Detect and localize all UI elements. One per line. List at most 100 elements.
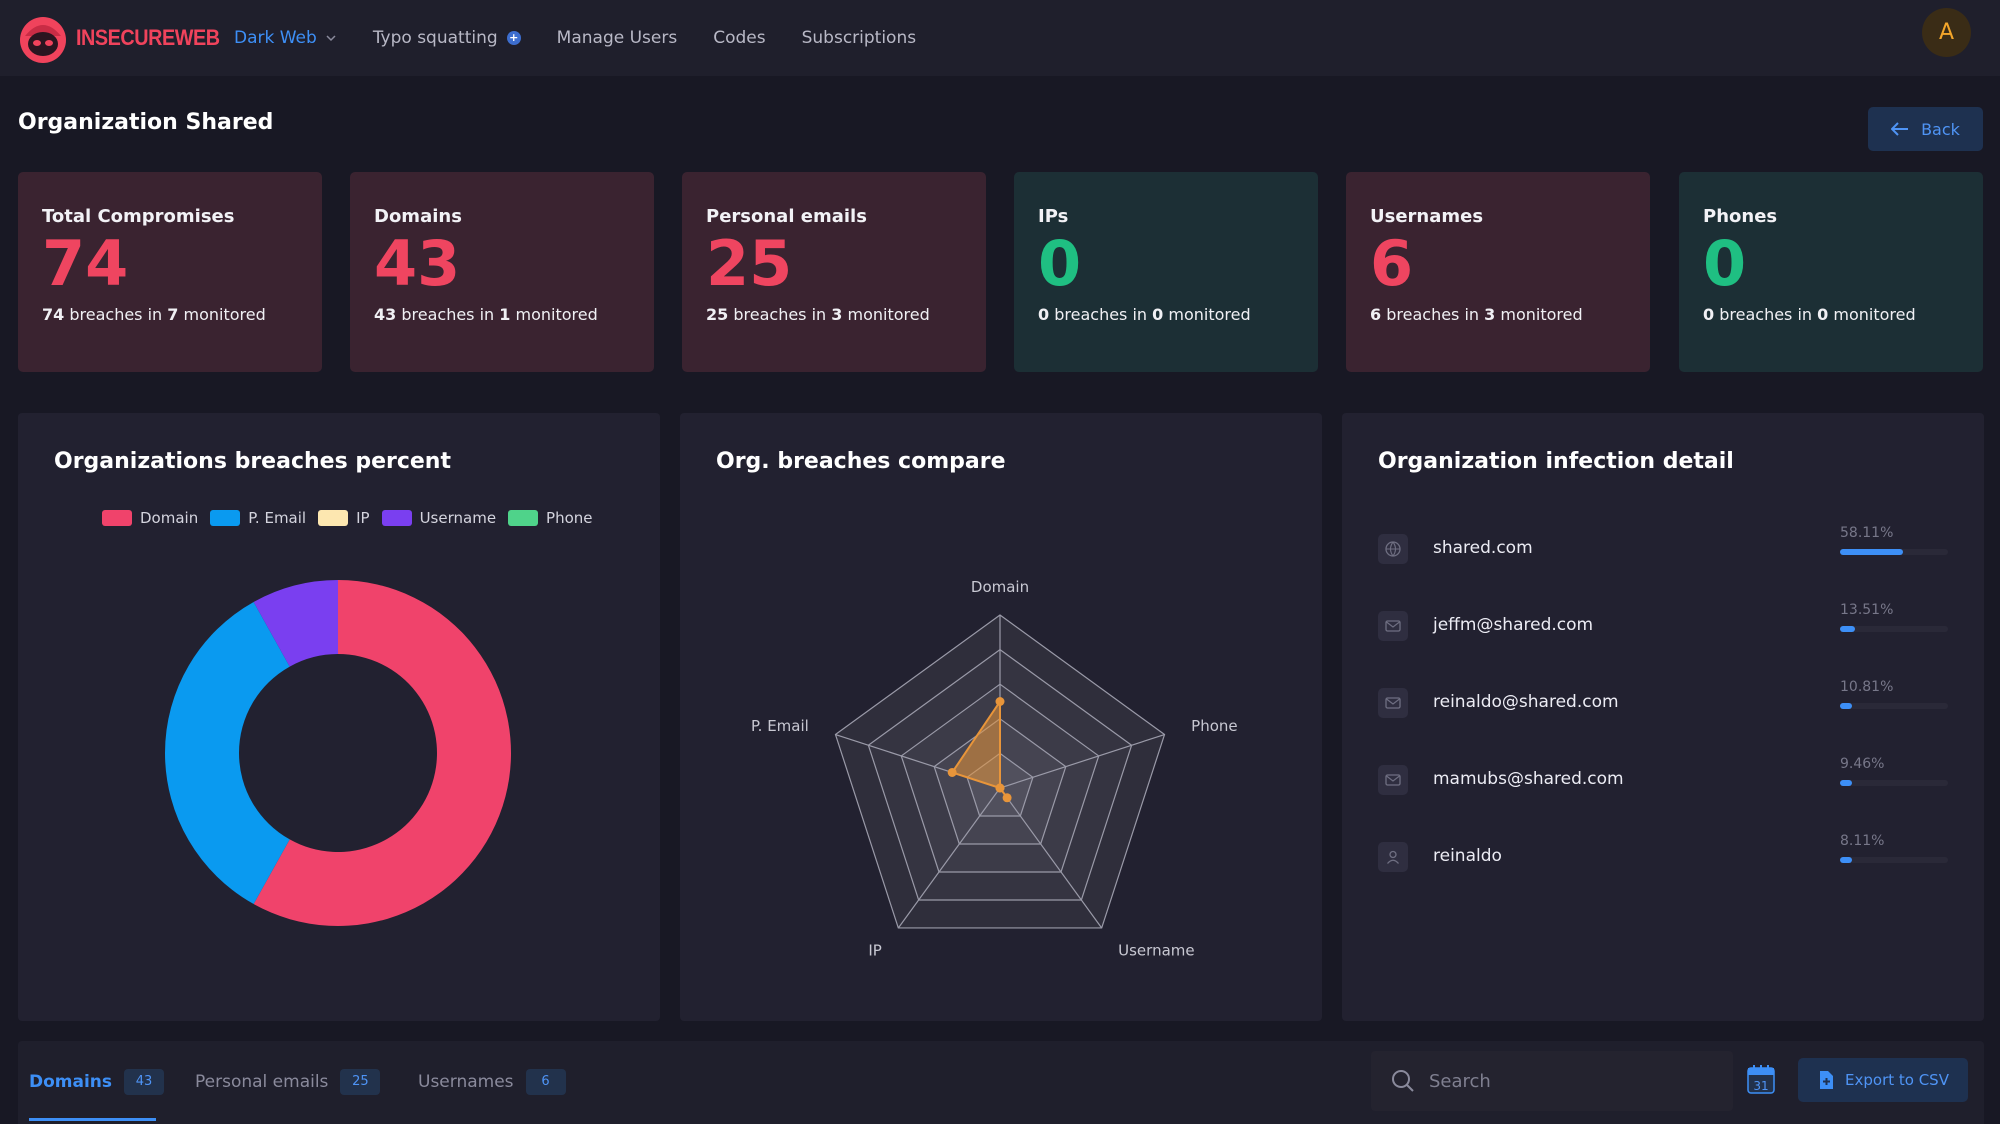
calendar-icon[interactable]: 31 [1746, 1063, 1776, 1095]
user-icon [1378, 842, 1408, 872]
infection-progress-track [1840, 857, 1948, 863]
infection-progress-track [1840, 780, 1948, 786]
panel-title: Organization infection detail [1378, 449, 1734, 474]
brand-logo[interactable]: INSECUREWEB [17, 12, 236, 64]
nav-codes-label: Codes [713, 28, 766, 48]
infection-progress-track [1840, 549, 1948, 555]
legend-label: IP [356, 509, 370, 527]
tab-count-badge: 6 [525, 1069, 566, 1095]
legend-label: Phone [546, 509, 593, 527]
legend-swatch [381, 510, 412, 526]
radar-axis-label: Username [1118, 942, 1194, 960]
legend-swatch [210, 510, 241, 526]
back-button-label: Back [1921, 119, 1960, 139]
nav-typo-squatting[interactable]: Typo squatting + [373, 28, 521, 48]
calendar-day-label: 31 [1753, 1079, 1768, 1093]
radar-data-point [1002, 793, 1012, 803]
radar-axis-label: IP [868, 942, 881, 960]
stat-card-ips: IPs 0 0 breaches in 0 monitored [1014, 172, 1318, 372]
search-box[interactable] [1371, 1051, 1733, 1111]
stat-card-phones: Phones 0 0 breaches in 0 monitored [1679, 172, 1983, 372]
stat-card-total-compromises: Total Compromises 74 74 breaches in 7 mo… [18, 172, 322, 372]
stat-label: Total Compromises [42, 206, 235, 227]
active-tab-indicator [29, 1118, 156, 1121]
infection-row[interactable]: shared.com 58.11% [1378, 525, 1948, 569]
back-button[interactable]: Back [1868, 107, 1983, 151]
infection-row[interactable]: reinaldo@shared.com 10.81% [1378, 679, 1948, 723]
donut-slice-p-email [165, 601, 290, 905]
stat-subtext: 0 breaches in 0 monitored [1703, 305, 1916, 324]
stat-value: 25 [706, 227, 793, 300]
legend-item[interactable]: Username [381, 509, 497, 527]
stat-value: 74 [42, 227, 129, 300]
export-file-icon [1820, 1071, 1834, 1089]
nav-subscriptions-label: Subscriptions [801, 28, 917, 48]
tab-domains[interactable]: Domains 43 [29, 1069, 165, 1095]
main-nav: Dark Web Typo squatting + Manage Users C… [234, 0, 952, 76]
stat-subtext: 74 breaches in 7 monitored [42, 305, 266, 324]
infection-name: reinaldo@shared.com [1433, 692, 1619, 712]
infection-row[interactable]: reinaldo 8.11% [1378, 833, 1948, 877]
infection-row[interactable]: mamubs@shared.com 9.46% [1378, 756, 1948, 800]
infection-name: reinaldo [1433, 846, 1502, 866]
legend-label: P. Email [248, 509, 307, 527]
radar-data-point [995, 697, 1005, 706]
donut-chart [165, 580, 511, 926]
page-title: Organization Shared [18, 110, 274, 135]
radar-chart: Domain Phone Username IP P. Email [751, 578, 1238, 960]
legend-item[interactable]: IP [318, 509, 370, 527]
tab-count-badge: 25 [340, 1069, 381, 1095]
stat-card-personal-emails: Personal emails 25 25 breaches in 3 moni… [682, 172, 986, 372]
plus-badge-icon: + [506, 31, 521, 45]
nav-dark-web-label: Dark Web [234, 28, 317, 48]
panel-title: Organizations breaches percent [54, 449, 451, 474]
stat-card-domains: Domains 43 43 breaches in 1 monitored [350, 172, 654, 372]
tab-personal-emails[interactable]: Personal emails 25 [195, 1069, 381, 1095]
nav-subscriptions[interactable]: Subscriptions [802, 28, 916, 48]
legend-item[interactable]: Phone [508, 509, 593, 527]
stat-label: Usernames [1370, 206, 1484, 227]
tab-label: Personal emails [195, 1072, 329, 1092]
nav-codes[interactable]: Codes [713, 28, 765, 48]
radar-axis-label: P. Email [751, 717, 809, 735]
mail-icon [1378, 611, 1408, 641]
legend-label: Username [419, 509, 497, 527]
globe-icon [1378, 534, 1408, 564]
search-input[interactable] [1429, 1070, 1689, 1092]
stat-value: 6 [1370, 227, 1414, 300]
infection-progress-fill [1840, 703, 1852, 709]
radar-axis-label: Phone [1191, 717, 1237, 735]
user-avatar[interactable]: A [1922, 8, 1971, 57]
stat-label: Personal emails [706, 206, 867, 227]
hacker-logo-icon [20, 17, 66, 63]
radar-axis-line [999, 733, 1165, 789]
export-csv-button[interactable]: Export to CSV [1798, 1058, 1968, 1102]
stat-label: Domains [374, 206, 462, 227]
stat-card-usernames: Usernames 6 6 breaches in 3 monitored [1346, 172, 1650, 372]
tab-label: Usernames [418, 1072, 514, 1092]
infection-row[interactable]: jeffm@shared.com 13.51% [1378, 602, 1948, 646]
radar-data-point [947, 767, 957, 777]
donut-slice-domain [253, 580, 511, 926]
infection-name: jeffm@shared.com [1433, 615, 1594, 635]
infection-progress-fill [1840, 780, 1852, 786]
legend-item[interactable]: P. Email [210, 509, 306, 527]
brand-name: INSECUREWEB [76, 25, 220, 50]
infection-percent: 8.11% [1840, 833, 1885, 849]
stat-subtext: 25 breaches in 3 monitored [706, 305, 930, 324]
infection-percent: 13.51% [1840, 602, 1894, 618]
tab-usernames[interactable]: Usernames 6 [418, 1069, 566, 1095]
chevron-down-icon [326, 35, 336, 42]
nav-dark-web[interactable]: Dark Web [234, 28, 337, 48]
infection-name: shared.com [1433, 538, 1533, 558]
infection-detail-panel: Organization infection detail shared.com… [1342, 413, 1984, 1021]
arrow-left-icon [1891, 122, 1909, 136]
breaches-percent-panel: Organizations breaches percent Domain P. … [18, 413, 660, 1021]
stat-label: IPs [1038, 206, 1069, 227]
radar-data-area [950, 698, 1008, 799]
nav-manage-users[interactable]: Manage Users [557, 28, 678, 48]
legend-item[interactable]: Domain [102, 509, 198, 527]
infection-progress-track [1840, 626, 1948, 632]
infection-progress-fill [1840, 549, 1903, 555]
export-csv-label: Export to CSV [1845, 1071, 1949, 1089]
